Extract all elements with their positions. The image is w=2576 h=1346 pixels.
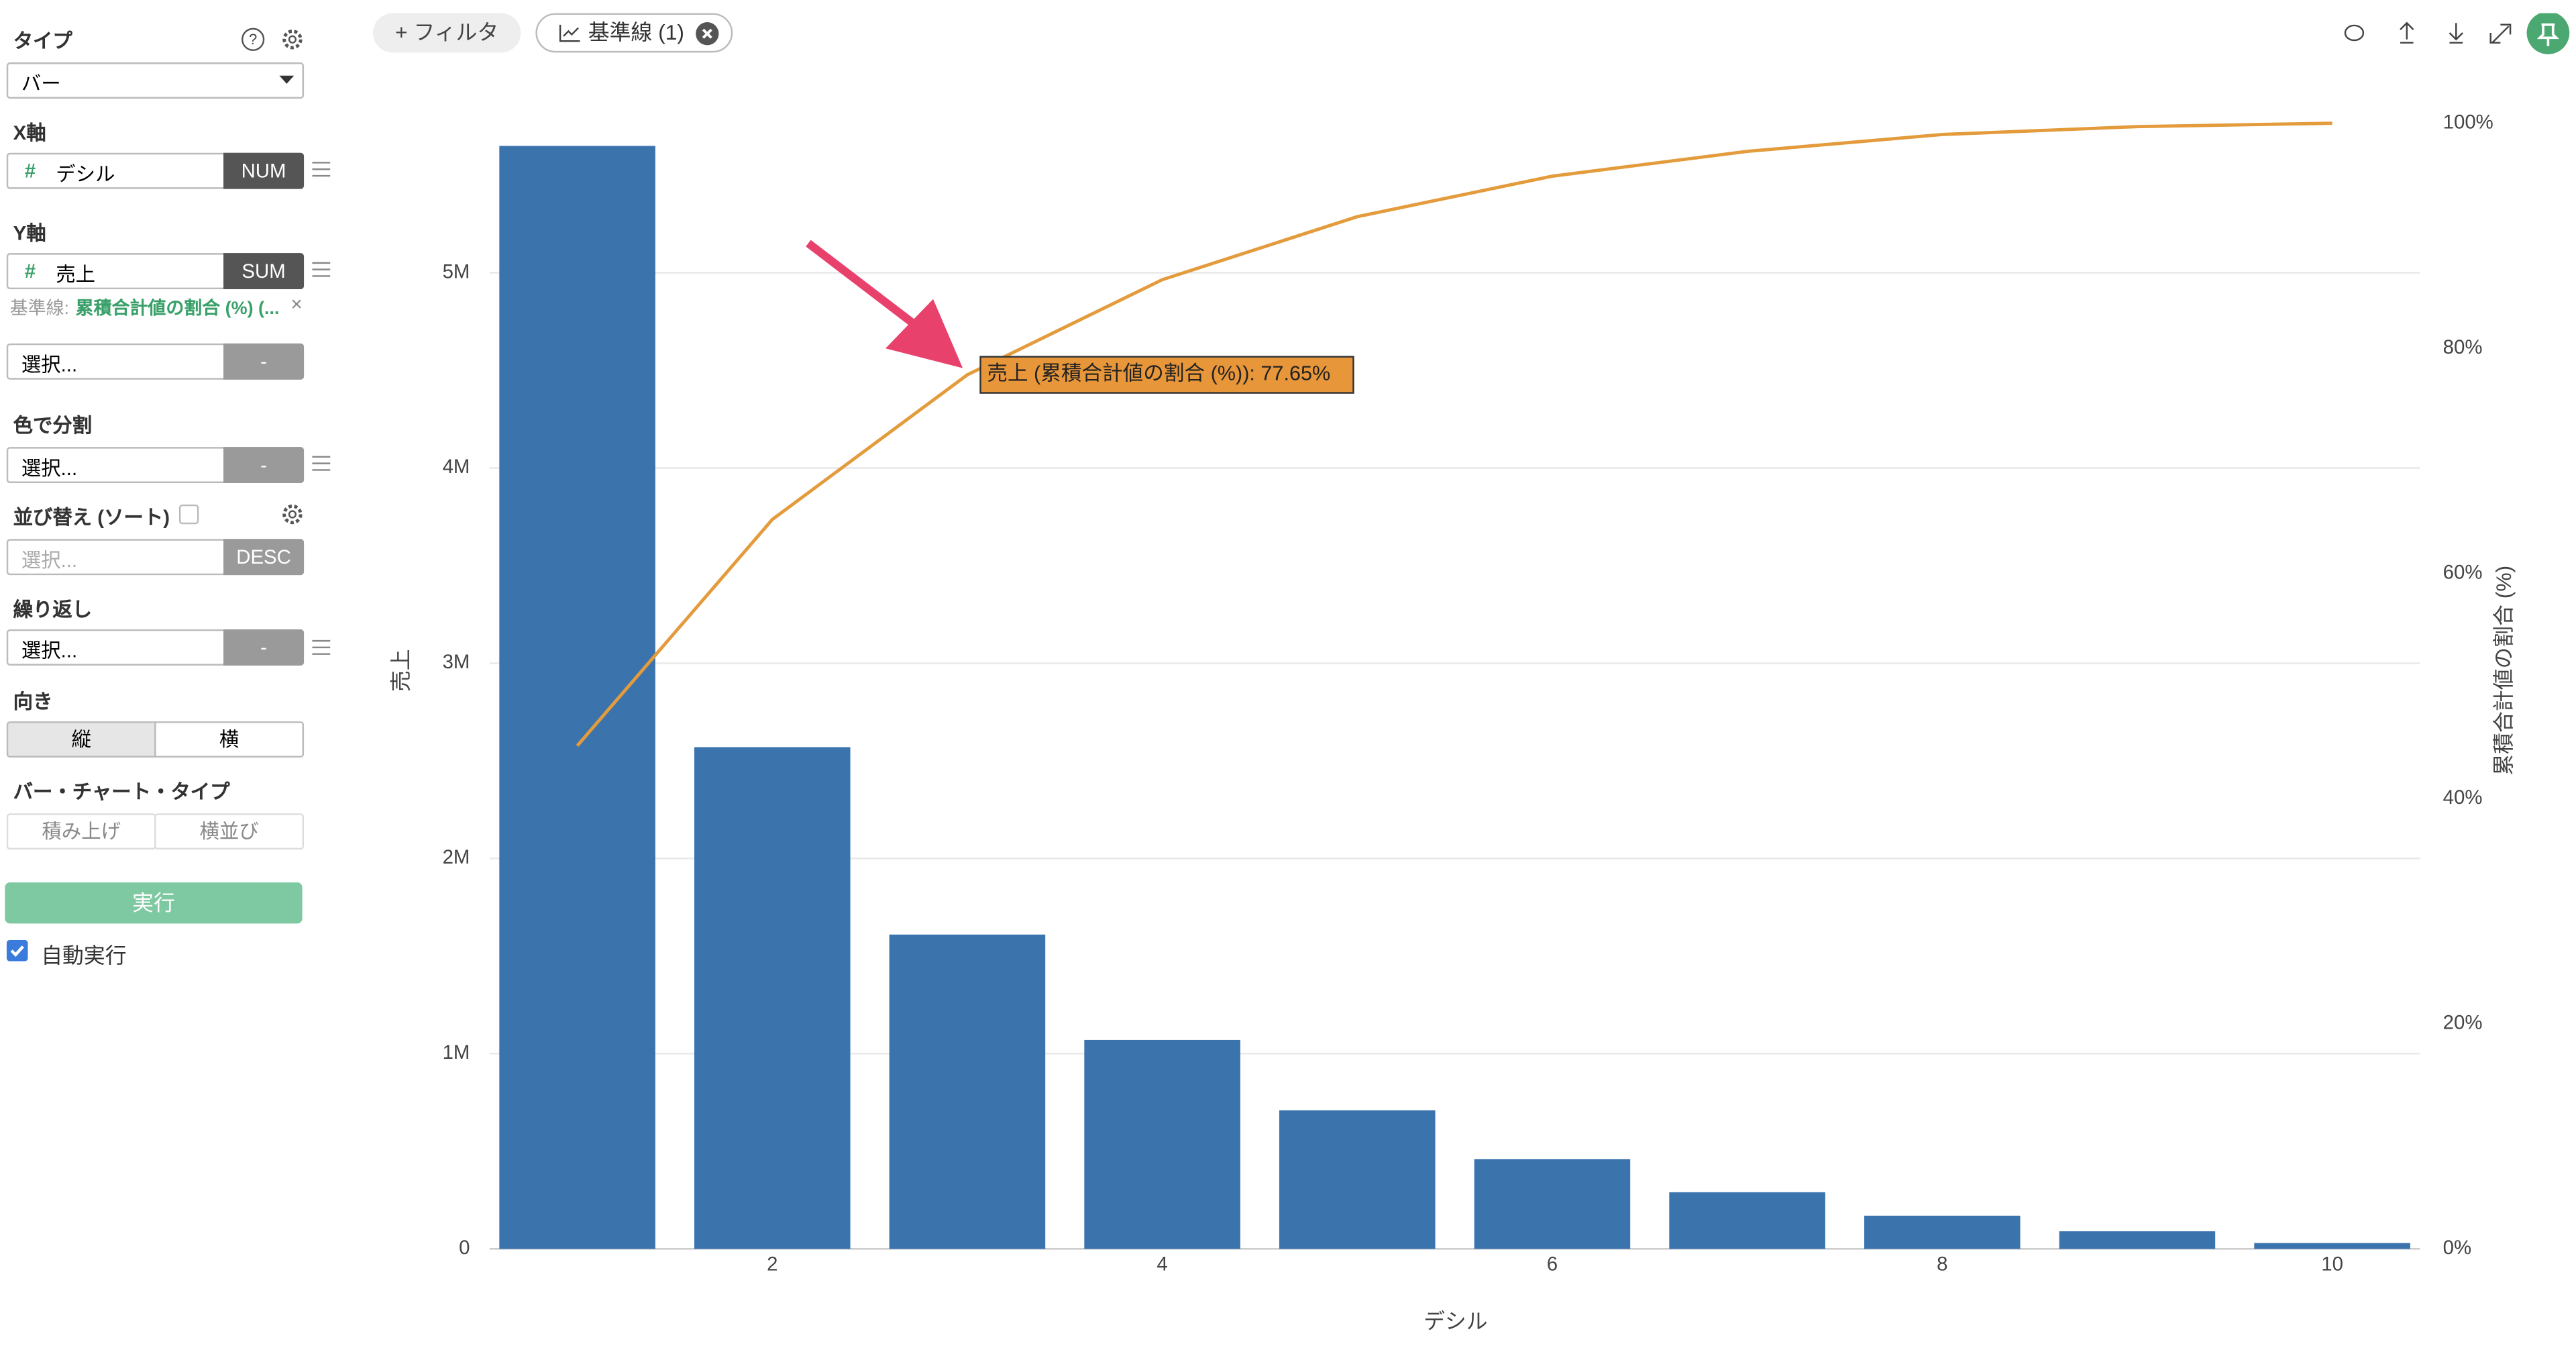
handle bbox=[312, 162, 331, 177]
y2-tick-label: 40% bbox=[2443, 786, 2483, 809]
bar bbox=[499, 146, 655, 1249]
value: 選択... bbox=[21, 548, 78, 572]
checkbox[interactable] bbox=[178, 504, 199, 525]
arrow-head bbox=[885, 299, 963, 368]
bar bbox=[694, 747, 851, 1249]
bar bbox=[2059, 1231, 2216, 1249]
label: 色で分割 bbox=[13, 414, 93, 437]
label: Y軸 bbox=[13, 221, 46, 245]
close[interactable] bbox=[695, 21, 720, 46]
bar bbox=[1474, 1159, 1631, 1249]
toggle[interactable]: 横並び bbox=[154, 813, 305, 850]
handle bbox=[312, 262, 331, 277]
agg[interactable]: SUM bbox=[223, 253, 305, 290]
x-tick-label: 2 bbox=[767, 1253, 777, 1275]
agg[interactable]: - bbox=[223, 629, 305, 666]
x-tick-label: 10 bbox=[2321, 1253, 2343, 1275]
x-tick-label: 6 bbox=[1547, 1253, 1558, 1275]
select[interactable]: 選択... DESC bbox=[6, 539, 305, 576]
caret bbox=[279, 75, 294, 84]
toggle-on[interactable]: 縦 bbox=[6, 721, 156, 758]
select[interactable]: 選択... - bbox=[6, 343, 305, 380]
x-tick-label: 8 bbox=[1937, 1253, 1947, 1275]
icon bbox=[559, 24, 580, 42]
label: 並び替え (ソート) bbox=[13, 506, 170, 529]
type-select[interactable]: バー bbox=[6, 62, 305, 99]
line bbox=[576, 121, 2332, 747]
label: 自動実行 bbox=[41, 943, 127, 968]
bar bbox=[1669, 1192, 1825, 1249]
hash: # bbox=[24, 259, 36, 283]
filter-button[interactable]: + フィルタ bbox=[372, 13, 521, 53]
value: 選択... bbox=[21, 456, 78, 480]
ref-close[interactable]: × bbox=[290, 292, 303, 316]
tooltip-box bbox=[979, 356, 1354, 394]
svg-text:?: ? bbox=[249, 31, 257, 48]
handle bbox=[312, 639, 331, 655]
label: 向き bbox=[13, 690, 53, 713]
agg[interactable]: - bbox=[223, 343, 305, 380]
toggle[interactable]: 横 bbox=[154, 721, 305, 758]
bar bbox=[1279, 1110, 1436, 1249]
label: 繰り返し bbox=[13, 598, 93, 621]
value: バー bbox=[21, 72, 61, 96]
agg[interactable]: - bbox=[223, 447, 305, 484]
gear[interactable] bbox=[279, 501, 305, 527]
y2-tick-label: 20% bbox=[2443, 1011, 2483, 1033]
value: 選択... bbox=[21, 639, 78, 662]
value: 売上 bbox=[56, 262, 96, 287]
bar bbox=[2254, 1243, 2410, 1249]
y2-tick-label: 80% bbox=[2443, 336, 2483, 358]
y2-axis-title: 累積合計値の割合 (%) bbox=[2491, 566, 2516, 776]
select[interactable]: 選択... - bbox=[6, 629, 305, 666]
label: 基準線 (1) bbox=[588, 19, 685, 45]
y2-tick-label: 0% bbox=[2443, 1237, 2471, 1259]
select[interactable]: 選択... - bbox=[6, 447, 305, 484]
checkbox-checked[interactable] bbox=[6, 939, 28, 962]
bar bbox=[1084, 1039, 1240, 1249]
reference-pill[interactable]: 基準線 (1) bbox=[535, 13, 733, 53]
ref-prefix: 基準線: bbox=[9, 299, 70, 319]
order[interactable]: DESC bbox=[223, 539, 305, 576]
y-tick-label: 0 bbox=[459, 1237, 470, 1259]
y-tick-label: 5M bbox=[443, 260, 470, 282]
tooltip-text: 売上 (累積合計値の割合 (%)): 77.65% bbox=[987, 362, 1330, 385]
x-axis-title: デシル bbox=[1424, 1309, 1488, 1333]
toggle[interactable]: 積み上げ bbox=[6, 813, 156, 850]
y2-tick-label: 60% bbox=[2443, 561, 2483, 583]
y-tick-label: 3M bbox=[443, 651, 470, 673]
x-field[interactable]: # デシル NUM bbox=[6, 152, 305, 189]
y-tick-label: 2M bbox=[443, 846, 470, 868]
y-tick-label: 4M bbox=[443, 456, 470, 478]
y-tick-label: 1M bbox=[443, 1041, 470, 1064]
bar bbox=[1864, 1215, 2021, 1249]
icons: ? bbox=[241, 28, 303, 51]
value: デシル bbox=[56, 162, 115, 186]
x-tick-label: 4 bbox=[1157, 1253, 1167, 1275]
toolbar-icons bbox=[2344, 13, 2570, 54]
y2-tick-label: 100% bbox=[2443, 111, 2493, 133]
label: X軸 bbox=[13, 121, 46, 145]
value: 選択... bbox=[21, 353, 78, 376]
y-axis-title: 売上 bbox=[388, 649, 413, 692]
run-button[interactable]: 実行 bbox=[5, 882, 303, 924]
handle bbox=[312, 456, 331, 471]
y-field[interactable]: # 売上 SUM bbox=[6, 253, 305, 290]
hash: # bbox=[24, 159, 36, 183]
ref-value[interactable]: 累積合計値の割合 (%) (... bbox=[75, 299, 280, 319]
arrow bbox=[806, 240, 923, 332]
bar bbox=[889, 934, 1046, 1249]
agg[interactable]: NUM bbox=[223, 152, 305, 189]
label: タイプ bbox=[13, 30, 72, 53]
label: バー・チャート・タイプ bbox=[13, 780, 230, 804]
